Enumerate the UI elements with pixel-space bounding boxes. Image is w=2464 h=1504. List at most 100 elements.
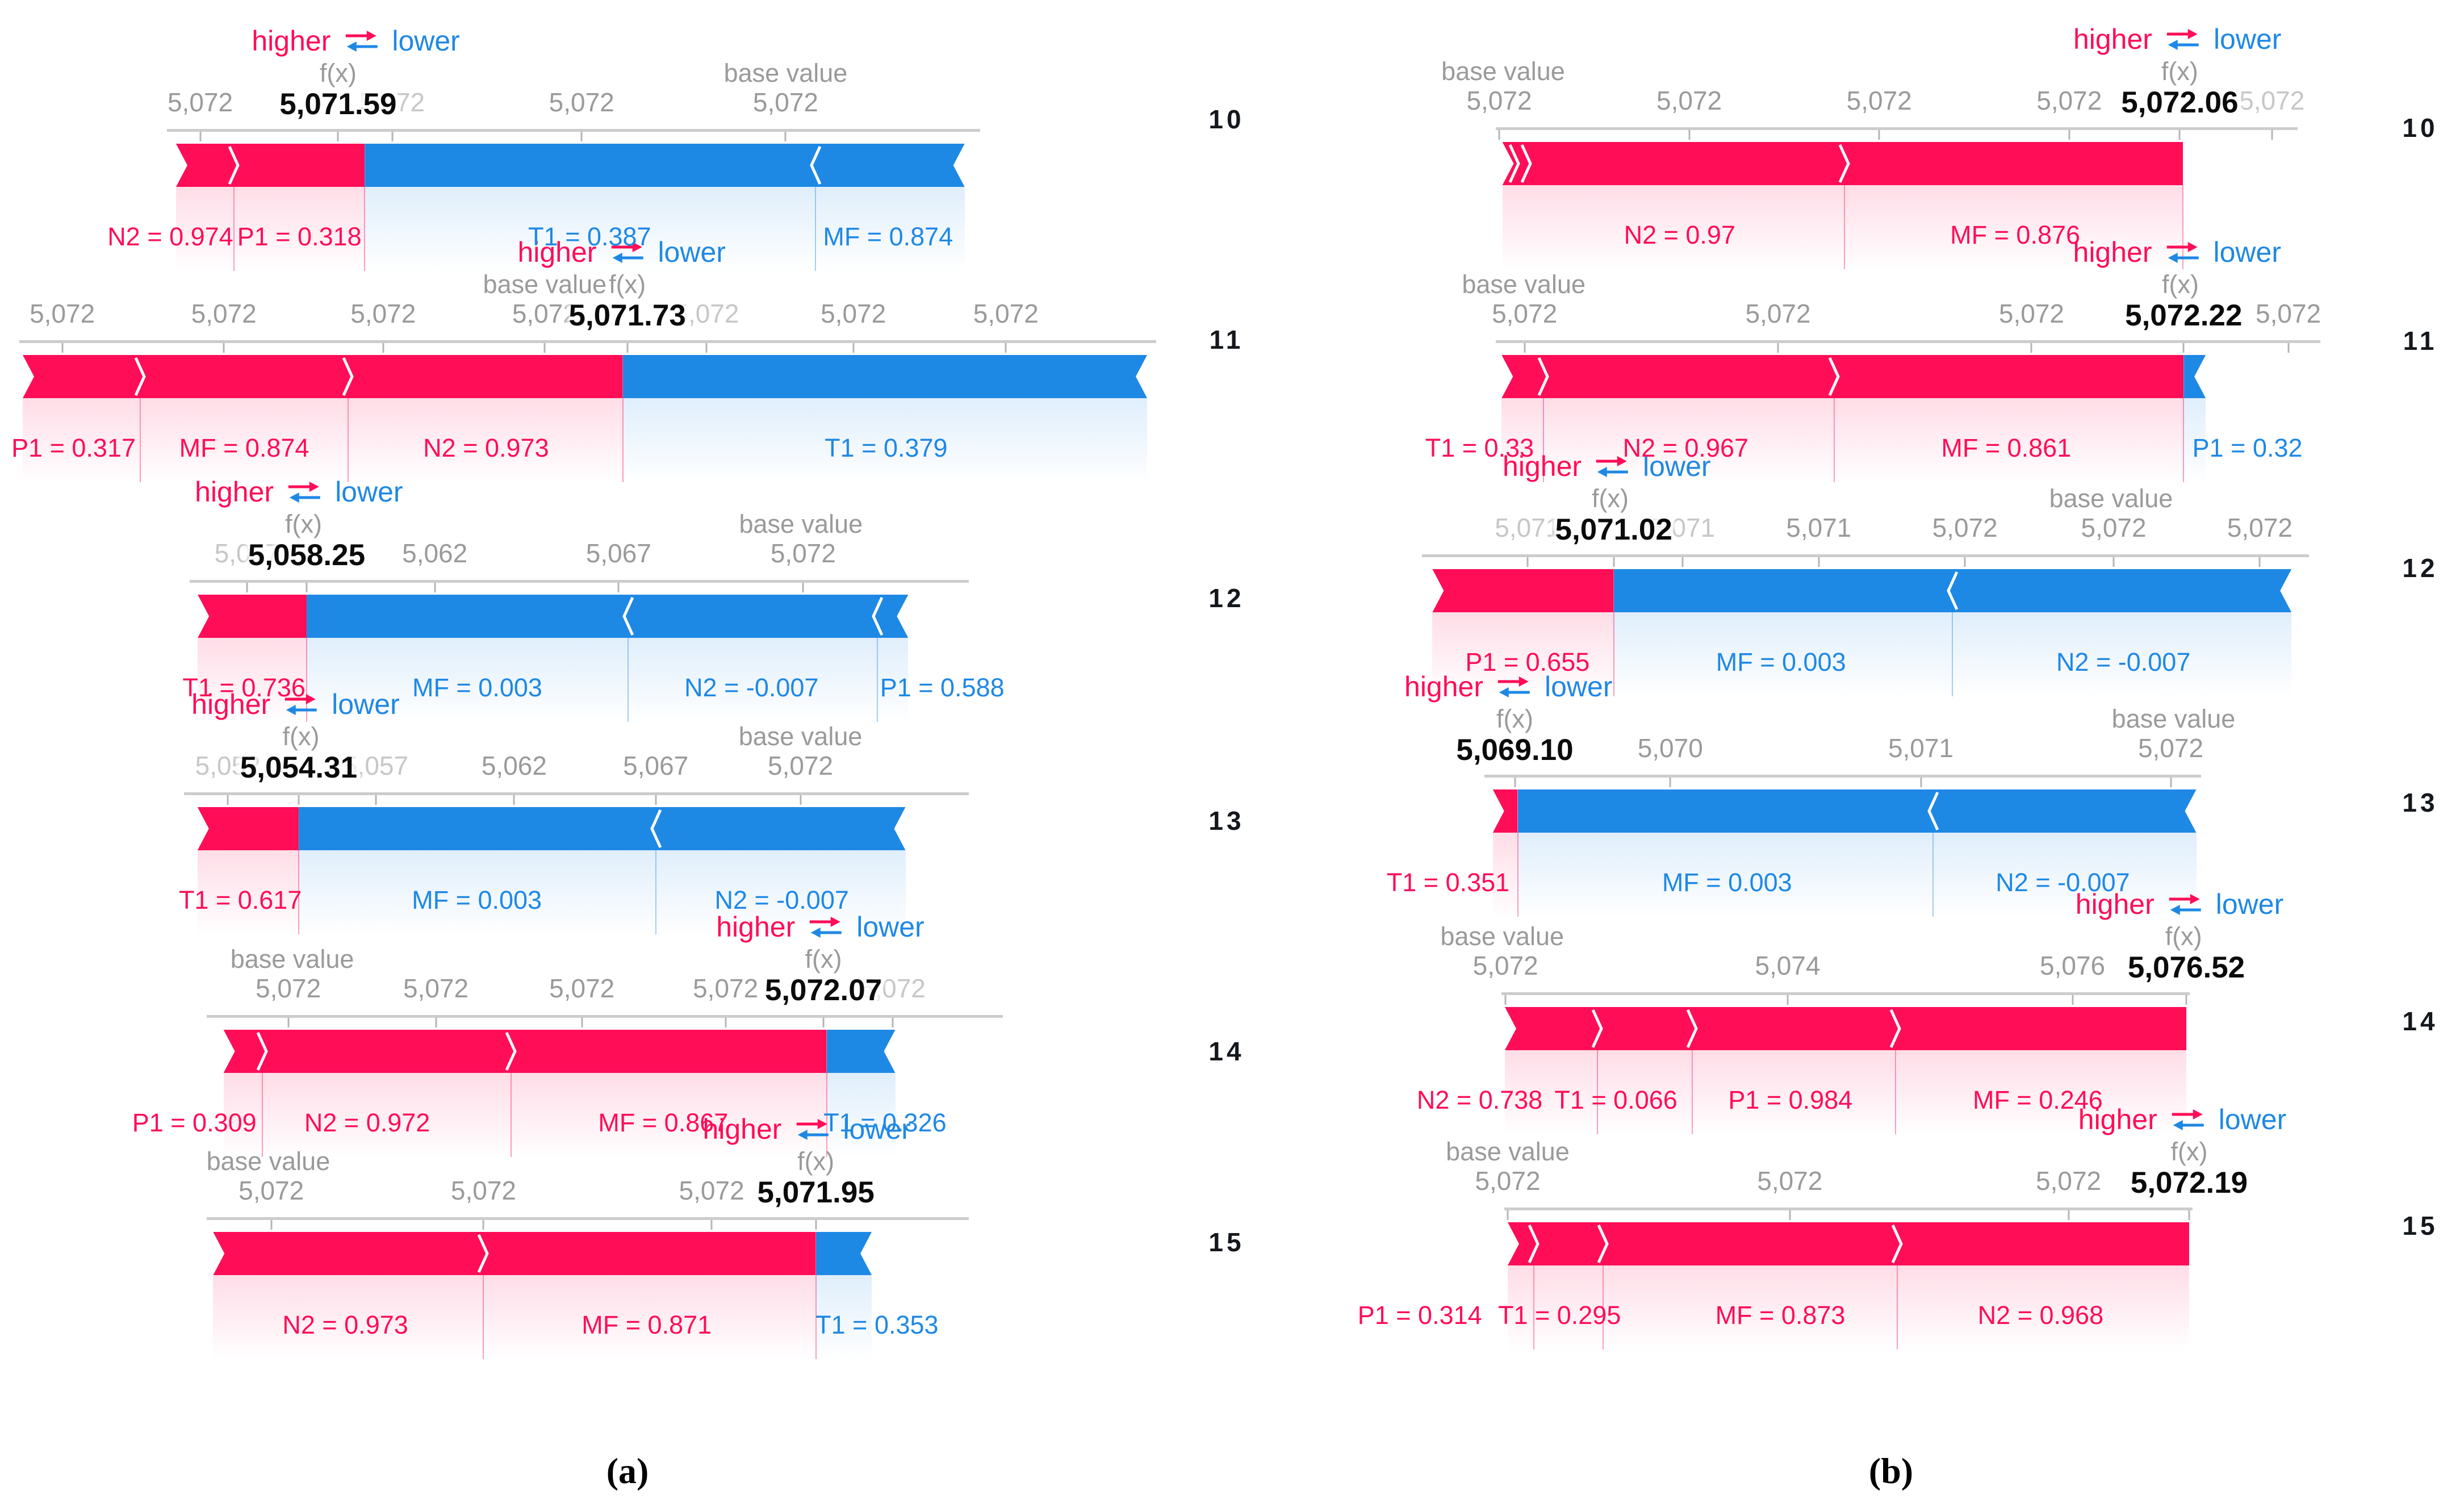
axis-tick-label: 5,072 [2036,86,2102,115]
feature-boundary-line [298,850,299,934]
lower-label: lower [2213,23,2282,55]
axis-tick-mark [1878,130,1880,140]
segment-divider-chevron-icon [1508,144,1520,183]
feature-contribution-label: N2 = 0.967 [1622,433,1749,462]
axis-line [207,1217,969,1220]
bar-segment-higher [1432,569,1614,612]
bar-segment-lower [1614,569,2292,612]
force-bar [1488,789,2198,833]
axis-tick-mark [1964,557,1966,567]
axis-tick-label: 5,072 [1466,86,1532,115]
axis-tick-mark [227,795,229,805]
axis-tick-mark [852,343,855,353]
axis-tick-mark [1787,995,1789,1005]
base-value-label: base value [206,1147,331,1176]
higher-label: higher [2078,1104,2157,1135]
force-plot-b15: higher lower f(x) base value 5,072 5,072 5,07… [1358,1080,2286,1398]
axis-tick-label: 5,072 [679,1176,744,1205]
fx-axis-label: f(x) [609,270,646,299]
axis-tick-mark [580,132,583,141]
lower-label: lower [392,25,460,57]
axis-tick-mark [199,132,202,141]
force-bar [210,1030,999,1073]
axis-tick-mark [2030,343,2032,353]
axis-tick-label: 5,072 [350,299,416,328]
axis-tick-label: 5,072 [1472,951,1538,980]
higher-lower-swap-arrows-icon [1596,456,1629,477]
axis-tick-label: 5,072 [767,751,834,780]
feature-contribution-label: P1 = 0.655 [1465,647,1590,676]
feature-boundary-line [483,1275,484,1359]
fx-axis-label: f(x) [282,722,320,751]
higher-lower-swap-arrows-icon [345,31,378,52]
feature-contribution-label: T1 = 0.387 [528,222,651,251]
segment-divider-chevron-icon [1829,357,1840,396]
lower-label: lower [332,688,400,720]
fx-value-tick: 5,069.10 [1456,733,1574,767]
panel-a-caption: (a) [606,1451,649,1491]
axis-tick-label: 5,070 [1637,733,1703,763]
feature-contribution-label: P1 = 0.309 [132,1108,257,1137]
fx-value-tick: 5,054.31 [240,751,358,784]
axis-line [184,792,969,795]
feature-contribution-label: T1 = 0.736 [182,673,306,702]
base-value-label: base value [738,722,863,751]
base-value-label: base value [230,945,354,974]
feature-boundary-line [2183,398,2185,482]
higher-label: higher [191,688,271,720]
sample-index-label: 11 [1209,325,1244,354]
axis-line [1496,127,2298,130]
segment-divider-chevron-icon [622,596,634,636]
feature-contribution-label: MF = 0.003 [1662,868,1792,897]
axis-tick-mark [1818,557,1820,567]
bar-segment-higher [223,1030,827,1073]
axis-tick-mark [246,583,248,592]
base-value-label: base value [483,270,607,299]
feature-contribution-label: P1 = 0.984 [1728,1085,1853,1114]
feature-contribution-label: MF = 0.003 [412,673,542,702]
axis-tick-mark [1005,343,1007,353]
feature-contribution-label: P1 = 0.314 [1357,1301,1482,1330]
feature-boundary-line [1932,833,1934,917]
axis-tick-label: 5,071 [1786,513,1852,542]
axis-tick-label: 5,072 [752,87,819,117]
axis-tick-mark [710,1220,713,1230]
force-bar [1425,569,2306,612]
fx-axis-label: f(x) [1592,484,1629,513]
feature-contribution-label: MF = 0.246 [1972,1085,2103,1114]
segment-divider-chevron-icon [1597,1224,1609,1264]
sample-index-label: 11 [2403,326,2438,356]
feature-contribution-label: T1 = 0.33 [1425,433,1534,462]
feature-boundary-line [139,398,141,482]
axis-tick-mark [2258,557,2261,567]
feature-boundary-line [815,187,816,271]
feature-contribution-label: N2 = 0.97 [1624,220,1735,249]
bar-segment-higher [197,807,299,850]
feature-contribution-label: T1 = 0.353 [815,1310,939,1339]
segment-divider-chevron-icon [1686,1009,1698,1048]
fx-axis-label: f(x) [319,59,357,87]
feature-boundary-line [1952,612,1953,696]
axis-tick-label: 5,072 [860,974,926,1003]
axis-tick-mark [2188,1210,2190,1220]
bar-segment-lower [307,595,908,638]
fx-value-tick: 5,071.73 [568,299,686,332]
lower-label: lower [658,236,726,268]
feature-contribution-label: N2 = -0.007 [684,673,819,702]
axis-tick-mark [815,1220,817,1230]
axis-tick-mark [784,132,787,141]
axis-tick-mark [2182,343,2185,353]
fx-value-tick: 5,072.06 [2121,86,2239,119]
segment-divider-chevron-icon [1947,571,1959,611]
axis-tick-mark [1688,130,1691,140]
bar-segment-lower [365,144,964,187]
feature-contribution-label: T1 = 0.379 [825,433,948,462]
feature-contribution-label: T1 = 0.326 [823,1108,947,1137]
axis-line [207,1015,1003,1018]
feature-boundary-line [1603,1265,1604,1350]
axis-tick-label: 5,071 [1495,513,1561,542]
higher-label: higher [252,25,331,57]
bar-segment-higher [23,355,623,398]
axis-tick-label: 5,072 [1846,86,1912,115]
axis-tick-label: 5,072 [191,299,257,328]
